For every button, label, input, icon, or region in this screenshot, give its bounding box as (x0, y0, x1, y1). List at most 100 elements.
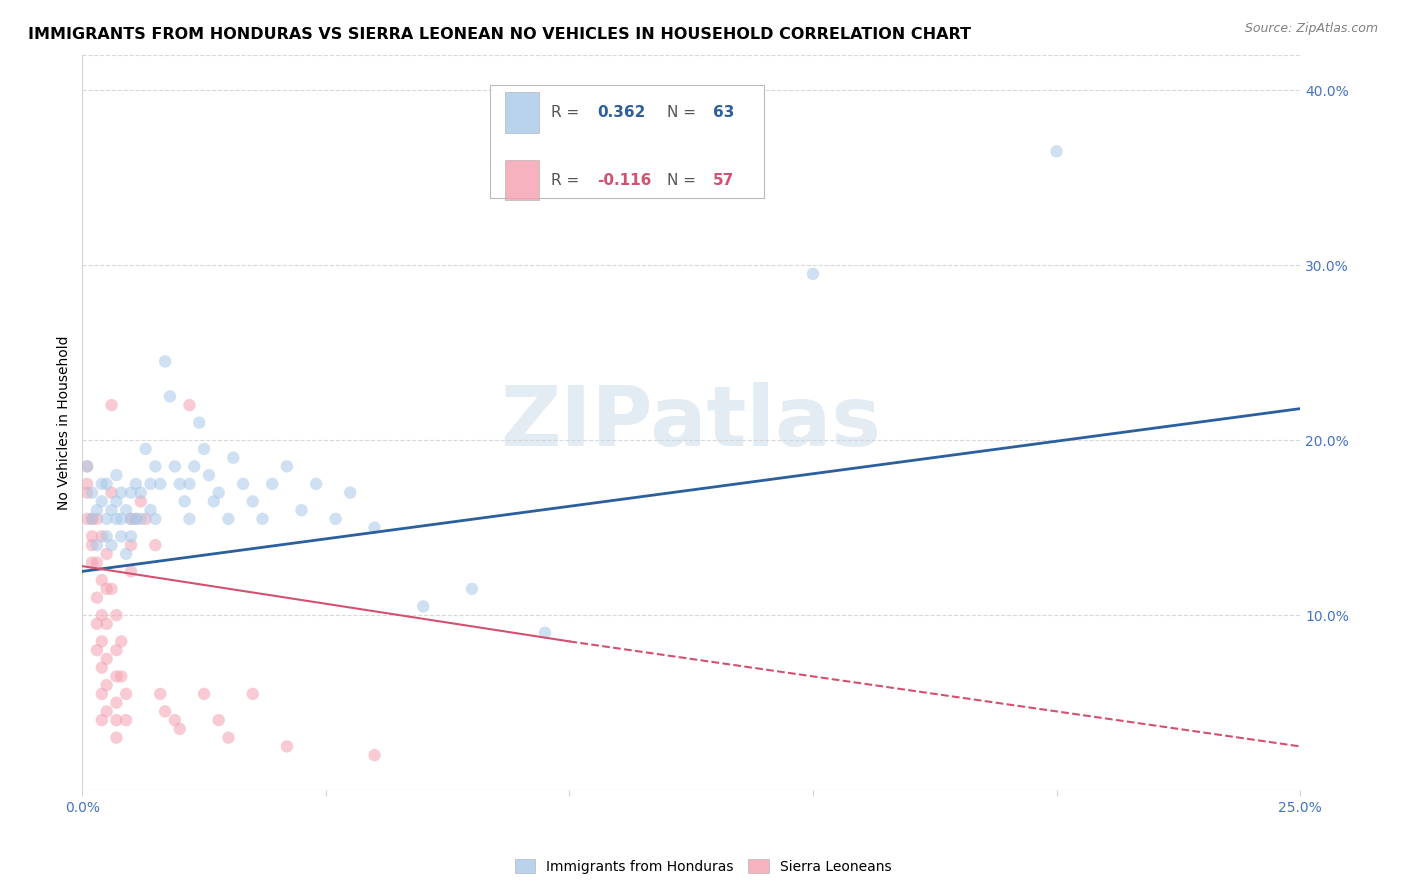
Text: R =: R = (551, 105, 585, 120)
Point (76, 512, 98, 526)
Point (252, 512, 274, 526)
Point (80, 538, 103, 552)
Point (105, 494, 128, 508)
Point (105, 512, 128, 526)
Point (86, 616, 108, 631)
Point (105, 731, 128, 745)
Point (90, 529, 112, 543)
Point (120, 512, 142, 526)
Point (198, 468, 221, 483)
Point (169, 722, 191, 736)
Text: N =: N = (666, 172, 700, 187)
Point (80, 485, 103, 500)
Point (276, 739, 298, 754)
Legend: Immigrants from Honduras, Sierra Leoneans: Immigrants from Honduras, Sierra Leonean… (508, 852, 898, 880)
Text: N =: N = (666, 105, 700, 120)
Point (153, 705, 176, 719)
Point (179, 512, 201, 526)
Point (290, 503, 312, 517)
Point (86, 591, 108, 605)
Point (90, 660, 112, 674)
Point (90, 608, 112, 623)
Point (363, 748, 385, 763)
Point (110, 669, 132, 683)
Point (179, 398, 201, 412)
Point (110, 529, 132, 543)
Point (90, 573, 112, 587)
Text: 57: 57 (713, 172, 734, 187)
Point (208, 713, 231, 727)
Text: -0.116: -0.116 (598, 172, 652, 187)
Point (135, 512, 157, 526)
Point (232, 476, 254, 491)
Point (125, 512, 148, 526)
Point (125, 512, 148, 526)
Point (86, 556, 108, 570)
Point (76, 476, 98, 491)
Point (276, 459, 298, 474)
Point (76, 485, 98, 500)
Point (86, 643, 108, 657)
Point (125, 476, 148, 491)
Point (80, 512, 103, 526)
Point (96, 582, 118, 596)
Point (163, 459, 186, 474)
Point (105, 669, 128, 683)
Point (149, 687, 172, 701)
Point (139, 476, 162, 491)
Point (100, 538, 122, 552)
Point (115, 547, 138, 561)
Point (217, 512, 239, 526)
Text: ZIPatlas: ZIPatlas (501, 382, 882, 463)
Point (242, 687, 264, 701)
Text: R =: R = (551, 172, 585, 187)
Point (139, 503, 162, 517)
Point (120, 565, 142, 579)
Point (80, 529, 103, 543)
Point (86, 503, 108, 517)
Point (143, 512, 166, 526)
Y-axis label: No Vehicles in Household: No Vehicles in Household (58, 335, 72, 510)
Point (96, 616, 118, 631)
Point (105, 608, 128, 623)
Point (96, 678, 118, 692)
Point (110, 634, 132, 648)
Point (96, 652, 118, 666)
Text: Source: ZipAtlas.com: Source: ZipAtlas.com (1244, 22, 1378, 36)
Point (173, 494, 195, 508)
Point (153, 354, 176, 368)
FancyBboxPatch shape (505, 92, 538, 133)
Point (222, 450, 245, 465)
Point (129, 485, 152, 500)
Point (105, 696, 128, 710)
Point (461, 582, 484, 596)
Point (412, 599, 434, 614)
Point (90, 476, 112, 491)
Point (120, 512, 142, 526)
Point (208, 485, 231, 500)
Point (120, 538, 142, 552)
Point (188, 416, 211, 430)
FancyBboxPatch shape (491, 85, 765, 198)
Point (90, 713, 112, 727)
Point (100, 485, 122, 500)
Point (105, 713, 128, 727)
Point (100, 503, 122, 517)
Point (143, 538, 166, 552)
Point (179, 476, 201, 491)
Point (96, 529, 118, 543)
Point (143, 459, 166, 474)
Point (242, 494, 264, 508)
Point (129, 512, 152, 526)
Point (110, 485, 132, 500)
Point (100, 398, 122, 412)
Point (305, 476, 328, 491)
Point (534, 625, 557, 640)
Point (120, 485, 142, 500)
Point (149, 476, 172, 491)
Point (76, 459, 98, 474)
Text: 63: 63 (713, 105, 734, 120)
Point (96, 705, 118, 719)
Point (86, 538, 108, 552)
Point (801, 267, 824, 281)
